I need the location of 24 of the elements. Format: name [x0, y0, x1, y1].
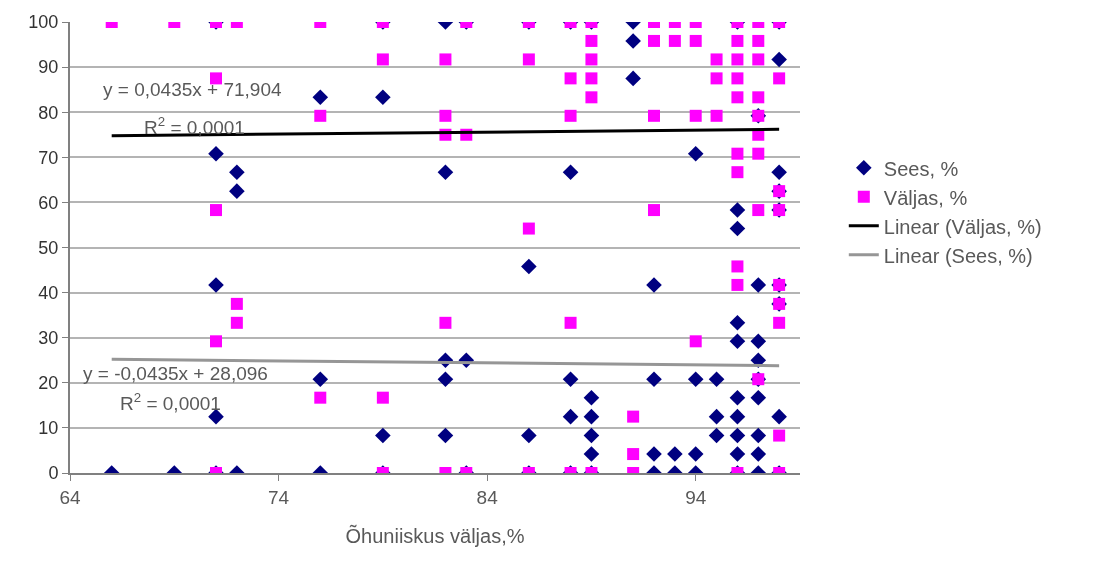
annotation: y = -0,0435x + 28,096 [83, 363, 268, 384]
x-tick-label: 64 [59, 486, 81, 508]
x-tick-label: 94 [685, 486, 707, 508]
y-tick-label: 90 [38, 57, 59, 78]
y-tick-label: 80 [38, 102, 59, 123]
legend-label: Väljas, % [883, 186, 968, 209]
y-tick-label: 60 [38, 192, 59, 213]
legend-label: Linear (Sees, %) [883, 244, 1033, 267]
x-tick-label: 84 [476, 486, 499, 508]
y-tick-label: 30 [38, 328, 59, 348]
legend-label: Linear (Väljas, %) [883, 215, 1042, 238]
x-tick-label: 74 [268, 486, 290, 508]
y-tick-label: 50 [38, 237, 59, 258]
y-tick-label: 70 [38, 147, 59, 168]
y-tick-label: 100 [28, 12, 59, 33]
annotation: R$^{2}$ = 0,0001 [144, 114, 245, 138]
annotation: y = 0,0435x + 71,904 [103, 79, 282, 100]
y-tick-label: 40 [38, 282, 59, 303]
y-tick-label: 10 [38, 418, 59, 439]
y-tick-label: 0 [48, 463, 59, 484]
x-axis-title: Õhuniiskus väljas,% [345, 523, 525, 547]
legend-label: Sees, % [883, 157, 959, 180]
y-tick-label: 20 [38, 373, 59, 394]
annotation: R$^{2}$ = 0,0001 [120, 390, 221, 414]
